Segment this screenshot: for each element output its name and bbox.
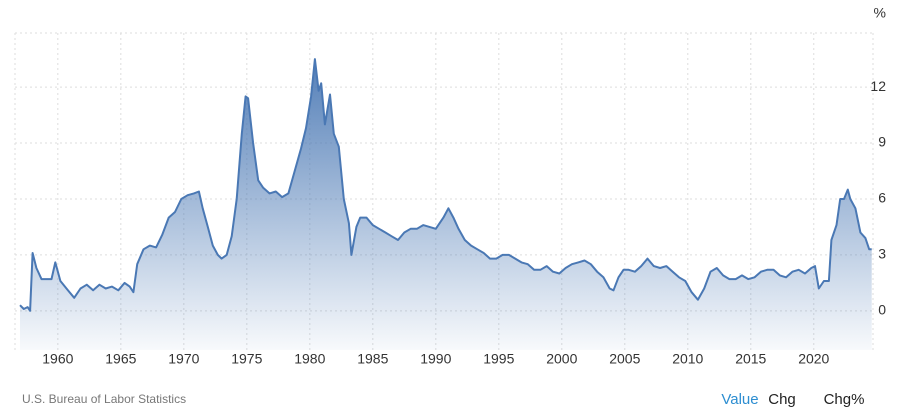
tab[interactable]: Chg% — [824, 391, 865, 408]
x-tick-label: 2000 — [546, 351, 577, 367]
x-tick-label: 2005 — [609, 351, 640, 367]
x-tick-label: 1995 — [483, 351, 514, 367]
y-tick-label: 9 — [878, 134, 886, 150]
y-tick-label: 0 — [878, 302, 886, 318]
tab[interactable]: Chg — [768, 391, 796, 408]
x-tick-label: 1980 — [294, 351, 325, 367]
tab[interactable]: Value — [721, 391, 758, 408]
x-tick-label: 2020 — [798, 351, 829, 367]
x-tick-label: 1965 — [105, 351, 136, 367]
y-tick-label: 6 — [878, 190, 886, 206]
y-tick-label: 12 — [870, 78, 886, 94]
source: U.S. Bureau of Labor Statistics — [22, 392, 186, 406]
x-tick-label: 1970 — [168, 351, 199, 367]
x-tick-label: 1985 — [357, 351, 388, 367]
area — [20, 59, 872, 350]
x-tick-label: 1990 — [420, 351, 451, 367]
line — [19, 58, 872, 312]
x-tick-label: 1975 — [231, 351, 262, 367]
x-tick-label: 2010 — [672, 351, 703, 367]
y-unit: % — [874, 5, 886, 21]
x-tick-label: 1960 — [42, 351, 73, 367]
y-tick-label: 3 — [878, 246, 886, 262]
x-tick-label: 2015 — [735, 351, 766, 367]
